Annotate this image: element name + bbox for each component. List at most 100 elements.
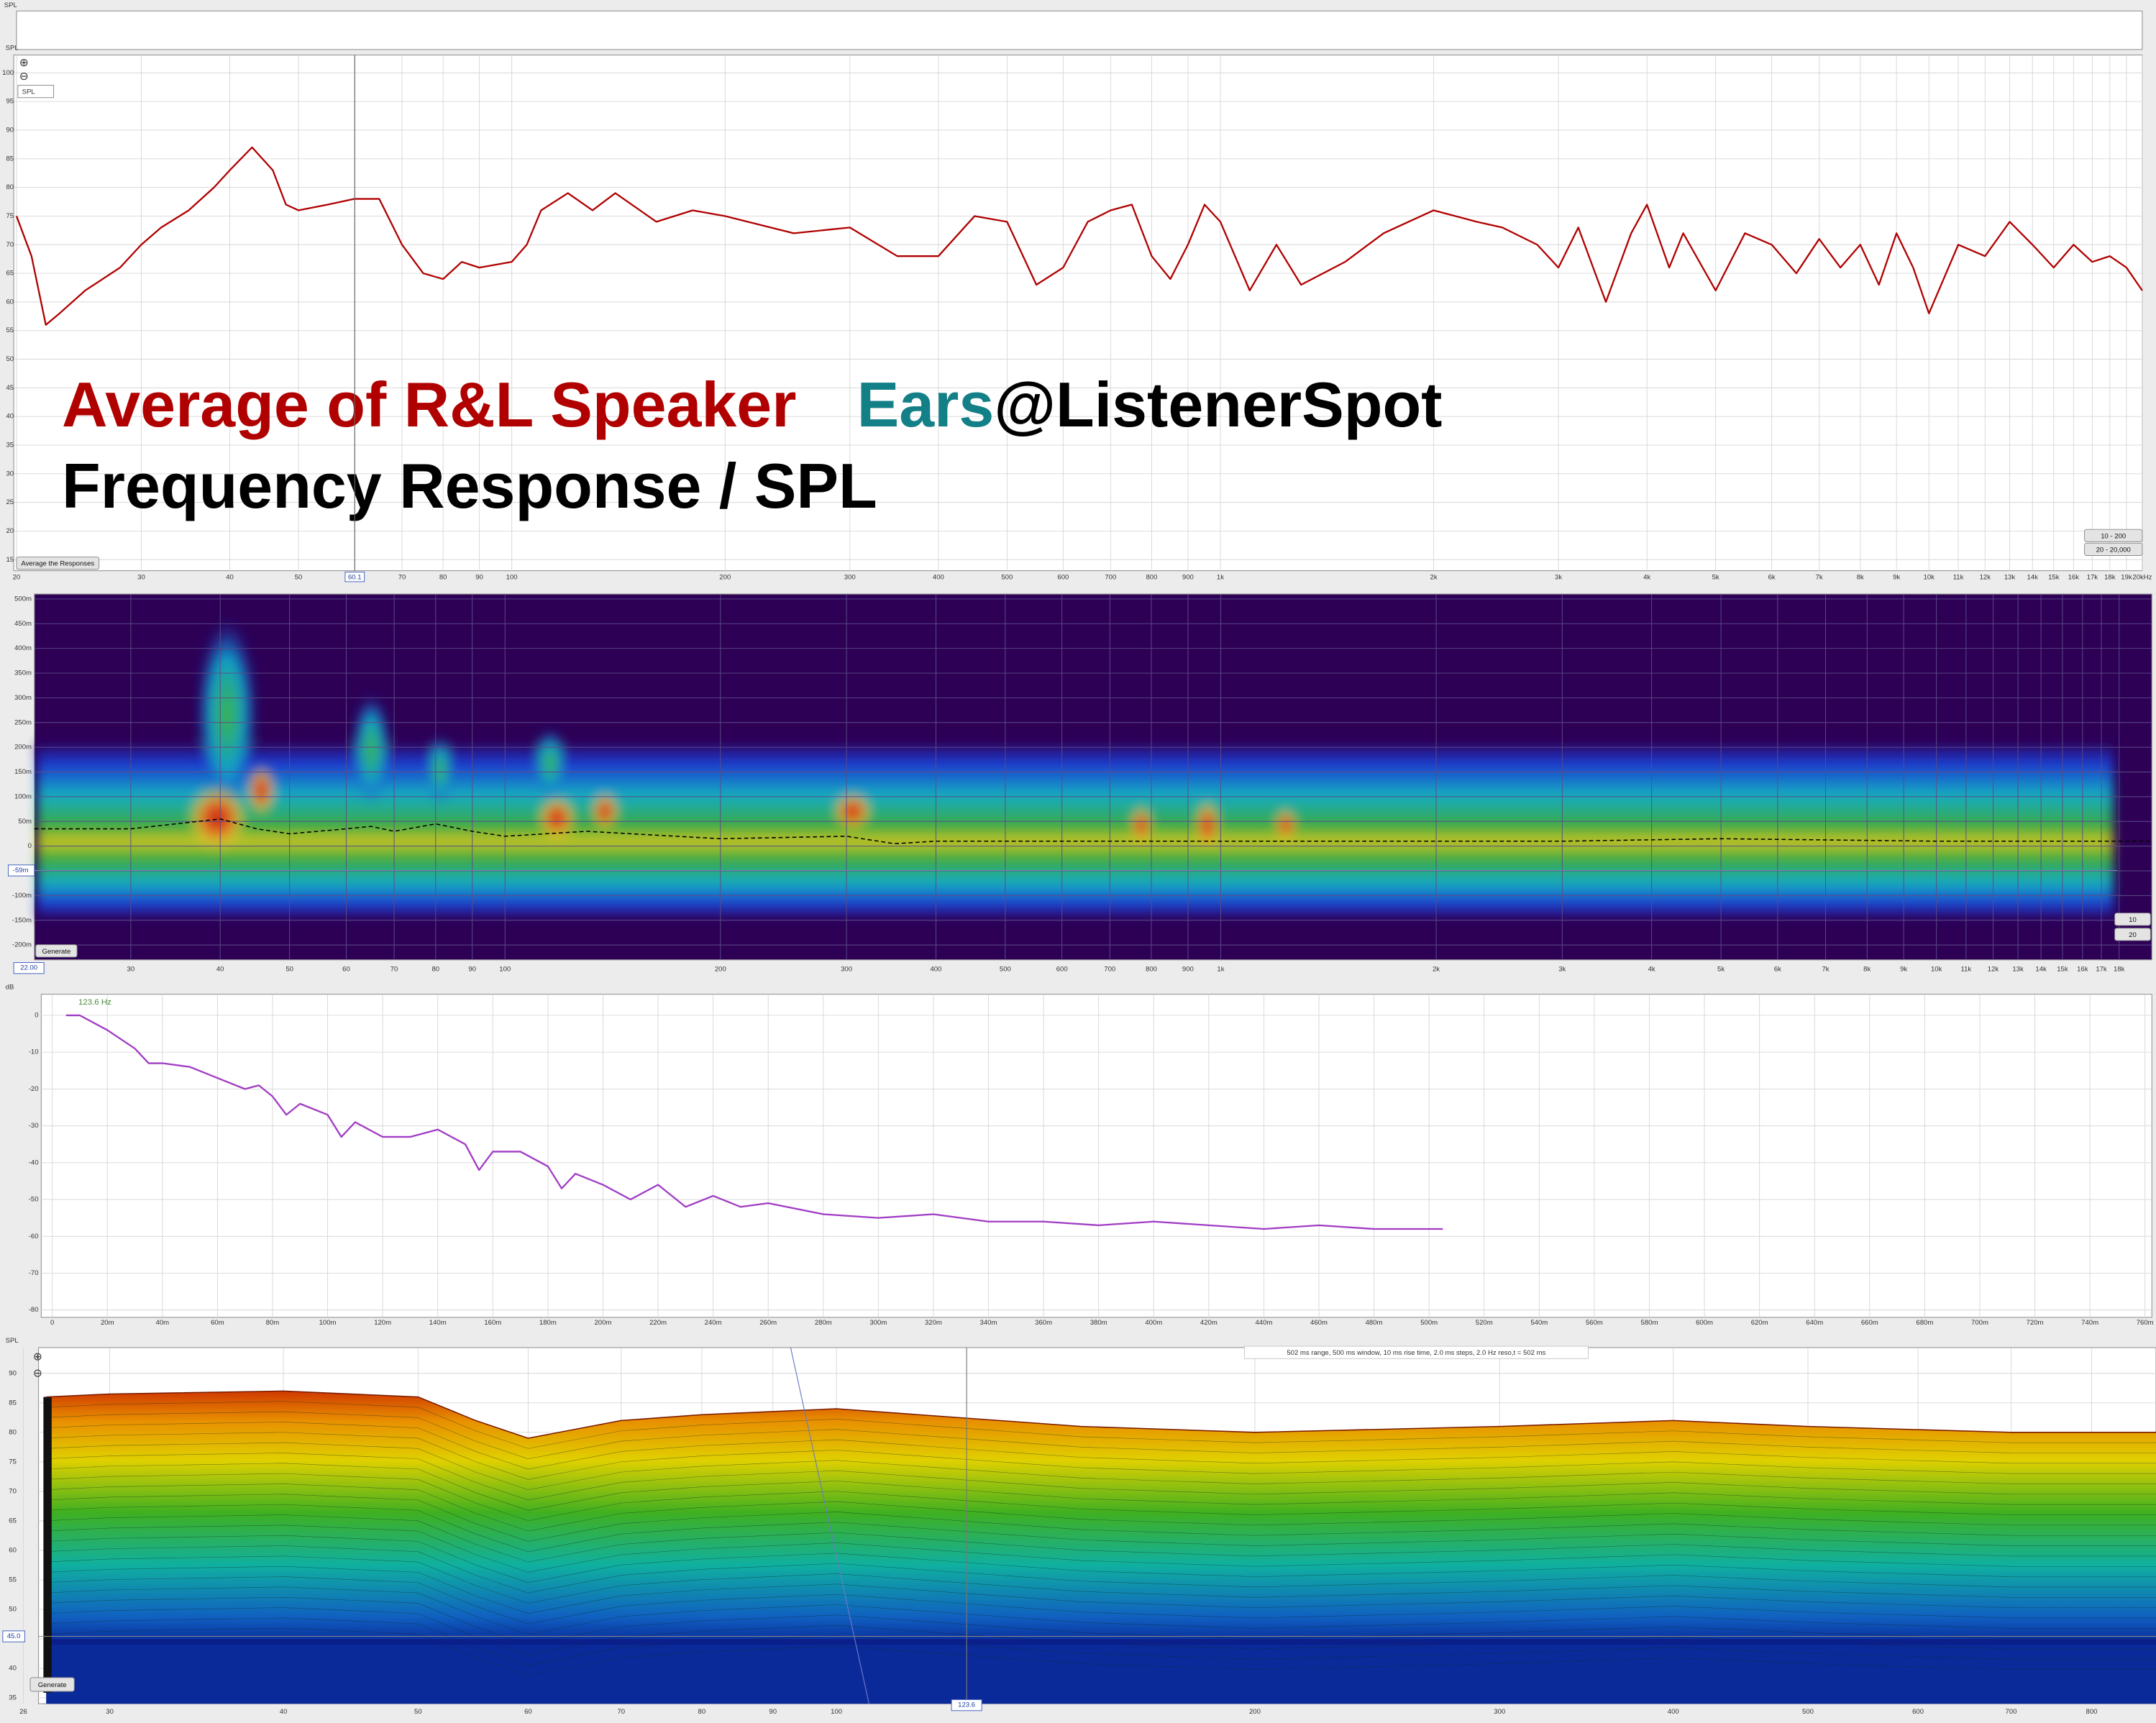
- cursor-label: 123.6: [958, 1701, 975, 1709]
- data-line: [34, 818, 2152, 844]
- y-axis-label: dB: [6, 983, 14, 991]
- combo-box[interactable]: [17, 85, 55, 99]
- x-tick-label: 600m: [1696, 1319, 1713, 1327]
- x-tick-label: 600: [1056, 966, 1068, 974]
- button[interactable]: [2114, 928, 2151, 941]
- y-tick-label: 90: [6, 127, 14, 134]
- waterfall-slice: [46, 1504, 2156, 1553]
- x-tick-label: 17k: [2087, 574, 2098, 582]
- y-tick-label: 350m: [14, 669, 32, 677]
- x-tick-label: 620m: [1751, 1319, 1768, 1327]
- annotation-line: Average of R&L Speaker Ears@ListenerSpot: [62, 369, 1442, 440]
- y-tick-label: 50: [9, 1605, 17, 1613]
- x-tick-label: 380m: [1090, 1319, 1107, 1327]
- x-tick-label: 400: [933, 574, 944, 582]
- x-tick-label: 11k: [1961, 966, 1972, 974]
- combo-label: SPL: [22, 88, 35, 96]
- y-tick-label: 65: [9, 1517, 17, 1525]
- x-tick-label: 540m: [1530, 1319, 1548, 1327]
- button[interactable]: [16, 556, 100, 570]
- y-tick-label: 85: [9, 1399, 17, 1407]
- waterfall-slice: [46, 1494, 2156, 1542]
- x-tick-label: 8k: [1857, 574, 1864, 582]
- zoom-in[interactable]: ⊕: [33, 1350, 42, 1363]
- x-tick-label: 520m: [1476, 1319, 1493, 1327]
- heat-plume: [426, 736, 454, 805]
- y-tick-label: -150m: [12, 916, 32, 924]
- x-tick-label: 200: [719, 574, 731, 582]
- x-tick-label: 4k: [1648, 966, 1655, 974]
- y-tick-label: 40: [9, 1665, 17, 1673]
- heat-hot: [591, 792, 619, 831]
- annotation: @ListenerSpot: [994, 369, 1442, 440]
- x-tick-label: 800: [2086, 1708, 2098, 1716]
- x-tick-label: 30: [127, 966, 135, 974]
- data-line: [15, 146, 2143, 326]
- heat-hot: [187, 785, 248, 851]
- x-tick-label: 26: [19, 1708, 27, 1716]
- x-tick-label: 720m: [2027, 1319, 2044, 1327]
- button-label: Generate: [42, 948, 70, 956]
- button[interactable]: [35, 944, 78, 958]
- x-tick-label: 420m: [1200, 1319, 1218, 1327]
- x-tick-label: 300: [841, 966, 852, 974]
- x-tick-label: 9k: [1900, 966, 1907, 974]
- waterfall-slice: [46, 1617, 2156, 1665]
- button[interactable]: [2084, 542, 2143, 557]
- x-tick-label: 50: [414, 1708, 422, 1716]
- x-tick-label: 14k: [2027, 574, 2039, 582]
- x-tick-label: 12k: [1980, 574, 1991, 582]
- waterfall-slice: [46, 1442, 2156, 1491]
- waterfall-slice: [46, 1576, 2156, 1624]
- button-label: 20 - 20,000: [2096, 546, 2131, 554]
- zoom-out[interactable]: ⊖: [19, 70, 29, 83]
- y-tick-label: 100m: [14, 792, 32, 800]
- button[interactable]: [2084, 529, 2143, 542]
- x-tick-label: 500: [1000, 966, 1011, 974]
- x-tick-label: 120m: [374, 1319, 391, 1327]
- x-tick-label: 6k: [1774, 966, 1781, 974]
- cursor-label: 45.0: [7, 1632, 21, 1640]
- x-tick-label: 14k: [2035, 966, 2047, 974]
- x-tick-label: 320m: [925, 1319, 942, 1327]
- x-tick-label: 40m: [156, 1319, 170, 1327]
- y-tick-label: 75: [6, 212, 14, 220]
- x-tick-label: 700: [1105, 574, 1116, 582]
- waterfall-slice: [46, 1586, 2156, 1635]
- waterfall-surface: [46, 1391, 2156, 1704]
- zoom-out[interactable]: ⊖: [33, 1367, 42, 1379]
- y-tick-label: 35: [9, 1694, 17, 1702]
- y-tick-label: 0: [28, 842, 32, 850]
- heat-band: [37, 742, 2114, 919]
- y-tick-label: 75: [9, 1458, 17, 1466]
- waterfall-slice: [46, 1432, 2156, 1480]
- x-tick-label: 5k: [1717, 966, 1725, 974]
- button[interactable]: [2114, 913, 2151, 926]
- x-tick-label: 440m: [1255, 1319, 1272, 1327]
- y-tick-label: 60: [9, 1546, 17, 1554]
- x-tick-label: 900: [1182, 574, 1194, 582]
- top-strip-label: SPL: [4, 1, 17, 9]
- y-tick-label: 450m: [14, 620, 32, 628]
- waterfall-slice: [46, 1422, 2156, 1470]
- x-tick-label: 90: [468, 966, 476, 974]
- x-tick-label: 700: [2005, 1708, 2016, 1716]
- y-tick-label: -60: [29, 1233, 39, 1240]
- caption: 502 ms range, 500 ms window, 10 ms rise …: [1287, 1349, 1545, 1357]
- x-tick-label: 13k: [2004, 574, 2016, 582]
- button[interactable]: [29, 1677, 75, 1692]
- x-tick-label: 200m: [595, 1319, 612, 1327]
- x-tick-label: 500: [1001, 574, 1013, 582]
- x-tick-label: 80m: [266, 1319, 280, 1327]
- x-tick-label: 50: [286, 966, 293, 974]
- y-tick-label: 30: [6, 470, 14, 477]
- y-axis-label: SPL: [6, 44, 19, 52]
- heat-plume: [352, 694, 391, 805]
- y-tick-label: 50: [6, 355, 14, 363]
- zoom-in[interactable]: ⊕: [19, 57, 29, 69]
- waterfall-slice: [46, 1453, 2156, 1501]
- x-tick-label: 16k: [2077, 966, 2088, 974]
- x-tick-label: 16k: [2068, 574, 2080, 582]
